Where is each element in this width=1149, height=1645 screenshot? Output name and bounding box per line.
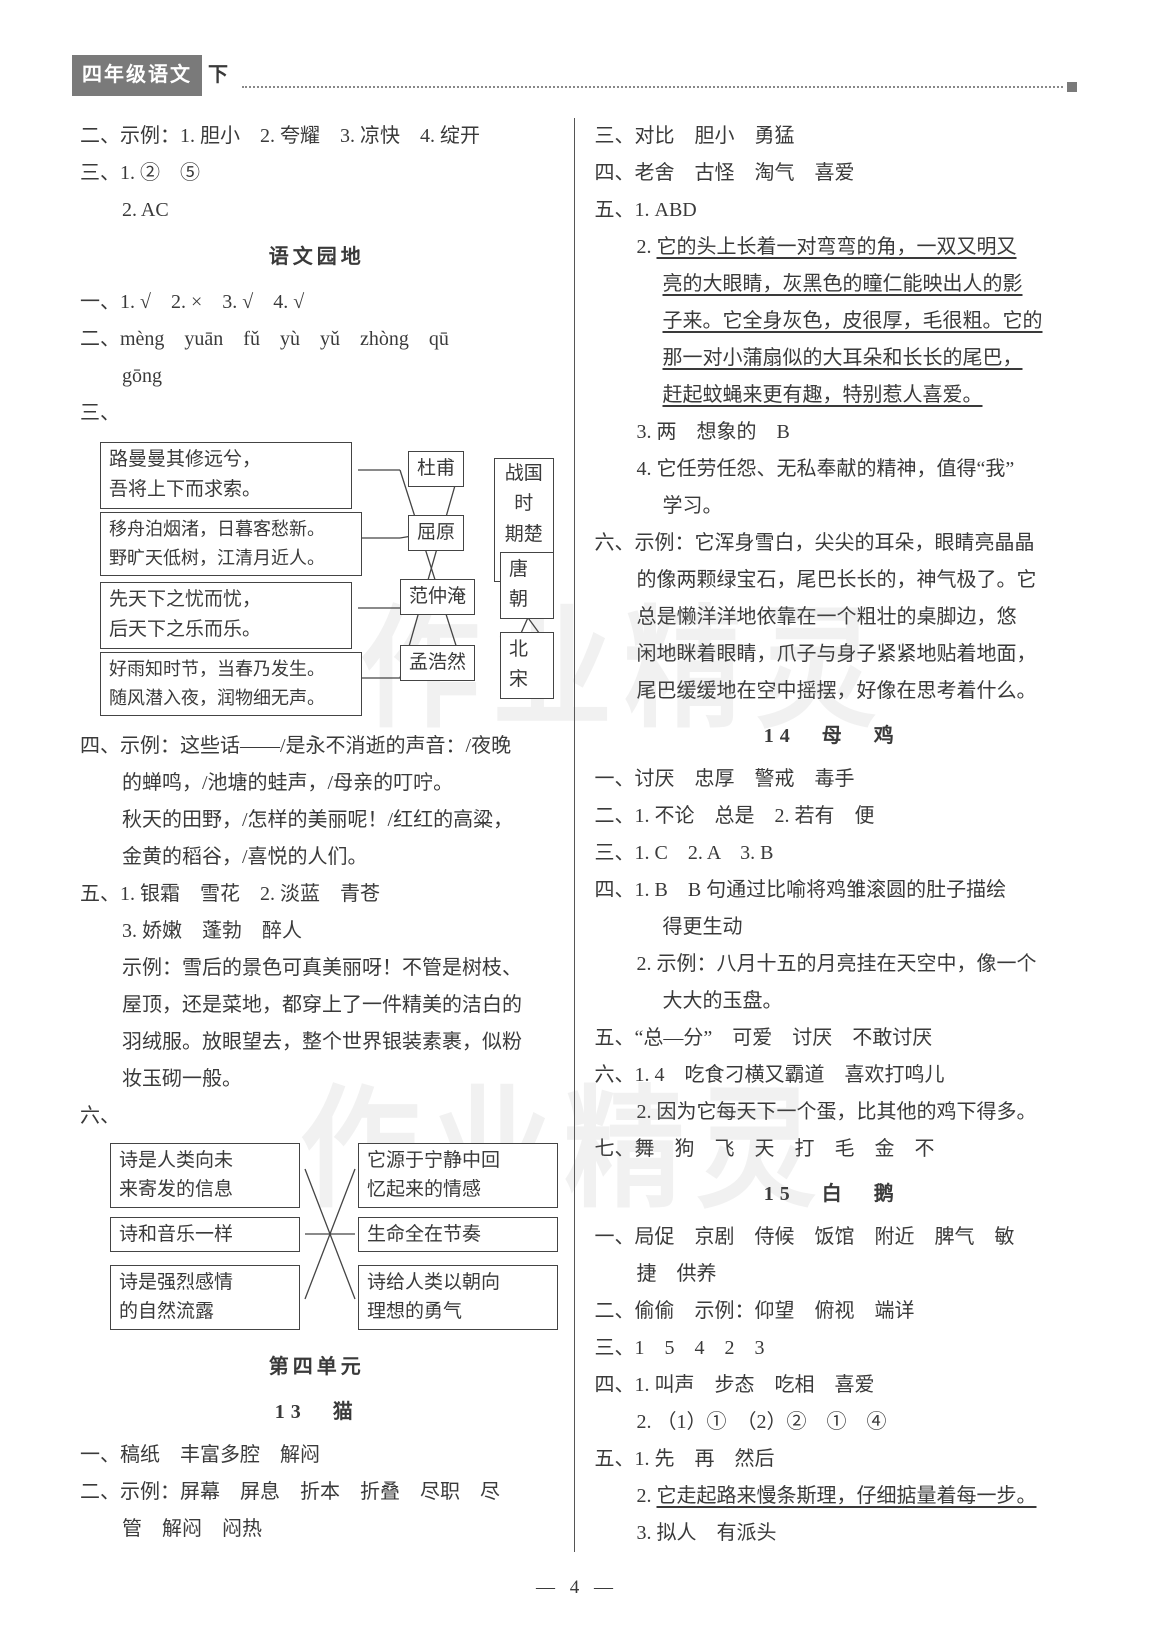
- author-box: 孟浩然: [400, 645, 475, 681]
- author-box: 范仲淹: [400, 579, 475, 615]
- poetry-right-box: 它源于宁静中回 忆起来的情感: [358, 1143, 558, 1208]
- matching-diagram-poems: 路曼曼其修远兮， 吾将上下而求索。 移舟泊烟渚，日暮客愁新。 野旷天低树，江清月…: [100, 438, 554, 718]
- underlined-answer: 亮的大眼睛，灰黑色的瞳仁能映出人的影: [595, 266, 1070, 303]
- lesson-title-15: 15 白 鹅: [595, 1176, 1070, 1213]
- text-line: 3. 两 想象的 B: [595, 414, 1070, 451]
- text-line: 的像两颗绿宝石，尾巴长长的，神气极了。它: [595, 562, 1070, 599]
- text-line: 二、偷偷 示例：仰望 俯视 端详: [595, 1293, 1070, 1330]
- lesson-title-14: 14 母 鸡: [595, 718, 1070, 755]
- text-line: 五、1. ABD: [595, 192, 1070, 229]
- author-box: 杜甫: [408, 451, 464, 487]
- poem-box: 好雨知时节，当春乃发生。 随风潜入夜，润物细无声。: [100, 652, 362, 716]
- text-line: 2. 它走起路来慢条斯理，仔细掂量着每一步。: [595, 1478, 1070, 1515]
- text-line: 2. AC: [80, 192, 554, 229]
- left-column: 二、示例：1. 胆小 2. 夸耀 3. 凉快 4. 绽开 三、1. ② ⑤ 2.…: [72, 118, 575, 1552]
- text-line: 二、示例：屏幕 屏息 折本 折叠 尽职 尽: [80, 1474, 554, 1511]
- text-line: 得更生动: [595, 909, 1070, 946]
- underlined-answer: 它的头上长着一对弯弯的角，一双又明又: [657, 236, 1017, 258]
- text-line: 五、1. 银霜 雪花 2. 淡蓝 青苍: [80, 876, 554, 913]
- page-header: 四年级语文 下: [72, 55, 1077, 96]
- poetry-left-box: 诗是强烈感情 的自然流露: [110, 1265, 300, 1330]
- underlined-answer: 赶起蚊蝇来更有趣，特别惹人喜爱。: [595, 377, 1070, 414]
- two-column-body: 二、示例：1. 胆小 2. 夸耀 3. 凉快 4. 绽开 三、1. ② ⑤ 2.…: [72, 118, 1077, 1552]
- text-line: 五、“总—分” 可爱 讨厌 不敢讨厌: [595, 1020, 1070, 1057]
- text-line: 二、mèng yuān fǔ yù yǔ zhòng qū: [80, 321, 554, 358]
- underlined-answer: 它走起路来慢条斯理，仔细掂量着每一步。: [657, 1485, 1037, 1507]
- text-line: 4. 它任劳任怨、无私奉献的精神，值得“我”: [595, 451, 1070, 488]
- text-line: 3. 拟人 有派头: [595, 1515, 1070, 1552]
- text-line: 2. 示例：八月十五的月亮挂在天空中，像一个: [595, 946, 1070, 983]
- text-line: 一、局促 京剧 侍候 饭馆 附近 脾气 敏: [595, 1219, 1070, 1256]
- text-line: 金黄的稻谷，/喜悦的人们。: [80, 839, 554, 876]
- text-line: 三、1 5 4 2 3: [595, 1330, 1070, 1367]
- text-line: 六、1. 4 吃食刁横又霸道 喜欢打鸣儿: [595, 1057, 1070, 1094]
- text-line: 闲地眯着眼睛，爪子与身子紧紧地贴着地面，: [595, 636, 1070, 673]
- underlined-answer: 子来。它全身灰色，皮很厚，毛很粗。它的: [595, 303, 1070, 340]
- poetry-left-box: 诗是人类向未 来寄发的信息: [110, 1143, 300, 1208]
- header-end-marker: [1067, 82, 1077, 92]
- text-line: 2. 因为它每天下一个蛋，比其他的鸡下得多。: [595, 1094, 1070, 1131]
- text-line: 二、示例：1. 胆小 2. 夸耀 3. 凉快 4. 绽开: [80, 118, 554, 155]
- text-line: 二、1. 不论 总是 2. 若有 便: [595, 798, 1070, 835]
- lesson-title-13: 13 猫: [80, 1394, 554, 1431]
- text-line: 四、示例：这些话——/是永不消逝的声音：/夜晚: [80, 728, 554, 765]
- text-line: 2. （1）① （2）② ① ④: [595, 1404, 1070, 1441]
- text-line: 六、示例：它浑身雪白，尖尖的耳朵，眼睛亮晶晶: [595, 525, 1070, 562]
- page: 作业精灵 作业精灵 四年级语文 下 二、示例：1. 胆小 2. 夸耀 3. 凉快…: [0, 0, 1149, 1645]
- underlined-answer: 那一对小蒲扇似的大耳朵和长长的尾巴，: [595, 340, 1070, 377]
- section-title-yuwenyuandi: 语文园地: [80, 239, 554, 276]
- poetry-right-box: 诗给人类以朝向 理想的勇气: [358, 1265, 558, 1330]
- header-grade: 四年级语文: [72, 55, 202, 96]
- unit-title: 第四单元: [80, 1349, 554, 1386]
- text-line: 秋天的田野，/怎样的美丽呢！/红红的高粱，: [80, 802, 554, 839]
- text-line: gōng: [80, 358, 554, 395]
- text-line: 一、1. √ 2. × 3. √ 4. √: [80, 284, 554, 321]
- text-line: 三、: [80, 395, 554, 432]
- era-box: 唐朝: [500, 552, 554, 619]
- text-line: 一、稿纸 丰富多腔 解闷: [80, 1437, 554, 1474]
- text-line: 的蝉鸣，/池塘的蛙声，/母亲的叮咛。: [80, 765, 554, 802]
- label: 2.: [637, 1485, 657, 1507]
- text-line: 三、1. C 2. A 3. B: [595, 835, 1070, 872]
- text-line: 三、1. ② ⑤: [80, 155, 554, 192]
- text-line: 大大的玉盘。: [595, 983, 1070, 1020]
- author-box: 屈原: [408, 515, 464, 551]
- poetry-left-box: 诗和音乐一样: [110, 1217, 300, 1252]
- text-line: 尾巴缓缓地在空中摇摆，好像在思考着什么。: [595, 673, 1070, 710]
- text-line: 总是懒洋洋地依靠在一个粗壮的桌脚边，悠: [595, 599, 1070, 636]
- text-line: 六、: [80, 1098, 554, 1135]
- text-line: 七、舞 狗 飞 天 打 毛 金 不: [595, 1131, 1070, 1168]
- header-volume: 下: [208, 57, 228, 94]
- text-line: 四、1. 叫声 步态 吃相 喜爱: [595, 1367, 1070, 1404]
- poem-box: 先天下之忧而忧， 后天下之乐而乐。: [100, 582, 352, 649]
- text-line: 屋顶，还是菜地，都穿上了一件精美的洁白的: [80, 987, 554, 1024]
- matching-diagram-poetry: 诗是人类向未 来寄发的信息 诗和音乐一样 诗是强烈感情 的自然流露 它源于宁静中…: [110, 1139, 554, 1339]
- poem-box: 路曼曼其修远兮， 吾将上下而求索。: [100, 442, 352, 509]
- text-line: 妆玉砌一般。: [80, 1061, 554, 1098]
- era-box: 北宋: [500, 632, 554, 699]
- text-line: 示例：雪后的景色可真美丽呀！不管是树枝、: [80, 950, 554, 987]
- text-line: 学习。: [595, 488, 1070, 525]
- text-line: 2. 它的头上长着一对弯弯的角，一双又明又: [595, 229, 1070, 266]
- poetry-right-box: 生命全在节奏: [358, 1217, 558, 1252]
- text-line: 四、1. B B 句通过比喻将鸡雏滚圆的肚子描绘: [595, 872, 1070, 909]
- text-line: 羽绒服。放眼望去，整个世界银装素裹，似粉: [80, 1024, 554, 1061]
- text-line: 捷 供养: [595, 1256, 1070, 1293]
- header-dotted-rule: [242, 86, 1063, 88]
- text-line: 三、对比 胆小 勇猛: [595, 118, 1070, 155]
- text-line: 五、1. 先 再 然后: [595, 1441, 1070, 1478]
- text-line: 管 解闷 闷热: [80, 1511, 554, 1548]
- text-line: 一、讨厌 忠厚 警戒 毒手: [595, 761, 1070, 798]
- poem-box: 移舟泊烟渚，日暮客愁新。 野旷天低树，江清月近人。: [100, 512, 362, 576]
- label: 2.: [637, 236, 657, 258]
- right-column: 三、对比 胆小 勇猛 四、老舍 古怪 淘气 喜爱 五、1. ABD 2. 它的头…: [575, 118, 1078, 1552]
- text-line: 四、老舍 古怪 淘气 喜爱: [595, 155, 1070, 192]
- text-line: 3. 娇嫩 蓬勃 醉人: [80, 913, 554, 950]
